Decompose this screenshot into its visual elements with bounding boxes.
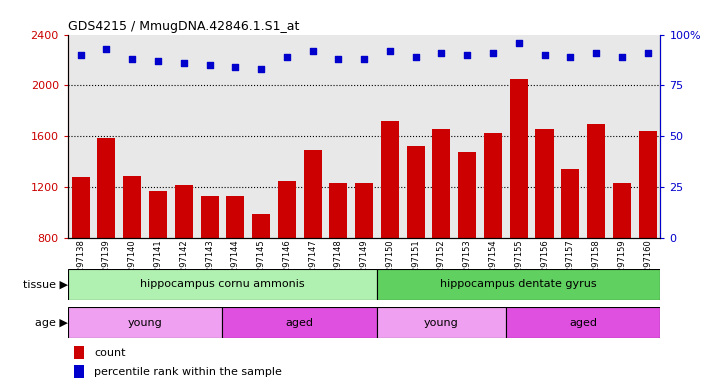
Point: [616, 54, 628, 60]
Bar: [377, 269, 660, 300]
Bar: [74, 365, 84, 378]
Bar: [175, 185, 193, 238]
Bar: [124, 176, 141, 238]
Point: [358, 56, 370, 62]
Text: tissue ▶: tissue ▶: [23, 279, 68, 289]
Text: GDS4215 / MmugDNA.42846.1.S1_at: GDS4215 / MmugDNA.42846.1.S1_at: [68, 20, 299, 33]
Point: [101, 46, 112, 52]
Bar: [484, 132, 502, 238]
Bar: [355, 184, 373, 238]
Point: [281, 54, 293, 60]
Bar: [506, 307, 660, 338]
Text: hippocampus cornu ammonis: hippocampus cornu ammonis: [140, 279, 305, 289]
Text: young: young: [424, 318, 459, 328]
Point: [256, 66, 267, 72]
Text: aged: aged: [286, 318, 313, 328]
Bar: [68, 269, 377, 300]
Bar: [71, 177, 90, 238]
Point: [565, 54, 576, 60]
Bar: [613, 184, 630, 238]
Point: [461, 52, 473, 58]
Point: [307, 48, 318, 54]
Point: [487, 50, 498, 56]
Point: [230, 64, 241, 70]
Bar: [226, 196, 244, 238]
Bar: [381, 121, 399, 238]
Bar: [97, 137, 116, 238]
Bar: [74, 346, 84, 359]
Text: count: count: [94, 348, 126, 358]
Text: percentile rank within the sample: percentile rank within the sample: [94, 367, 282, 377]
Point: [590, 50, 602, 56]
Bar: [303, 150, 321, 238]
Bar: [329, 184, 348, 238]
Point: [410, 54, 421, 60]
Text: young: young: [128, 318, 163, 328]
Text: aged: aged: [569, 318, 597, 328]
Point: [539, 52, 550, 58]
Point: [384, 48, 396, 54]
Point: [642, 50, 653, 56]
Bar: [561, 169, 579, 238]
Point: [513, 40, 525, 46]
Bar: [510, 79, 528, 238]
Point: [178, 60, 189, 66]
Bar: [201, 196, 218, 238]
Bar: [68, 307, 223, 338]
Text: hippocampus dentate gyrus: hippocampus dentate gyrus: [441, 279, 597, 289]
Bar: [377, 307, 506, 338]
Bar: [433, 129, 451, 238]
Point: [436, 50, 447, 56]
Bar: [407, 147, 425, 238]
Bar: [278, 181, 296, 238]
Bar: [252, 214, 270, 238]
Point: [75, 52, 86, 58]
Bar: [638, 131, 657, 238]
Bar: [587, 124, 605, 238]
Bar: [223, 307, 377, 338]
Text: age ▶: age ▶: [35, 318, 68, 328]
Bar: [536, 129, 553, 238]
Bar: [458, 152, 476, 238]
Point: [152, 58, 164, 64]
Point: [126, 56, 138, 62]
Point: [333, 56, 344, 62]
Point: [203, 62, 215, 68]
Bar: [149, 191, 167, 238]
